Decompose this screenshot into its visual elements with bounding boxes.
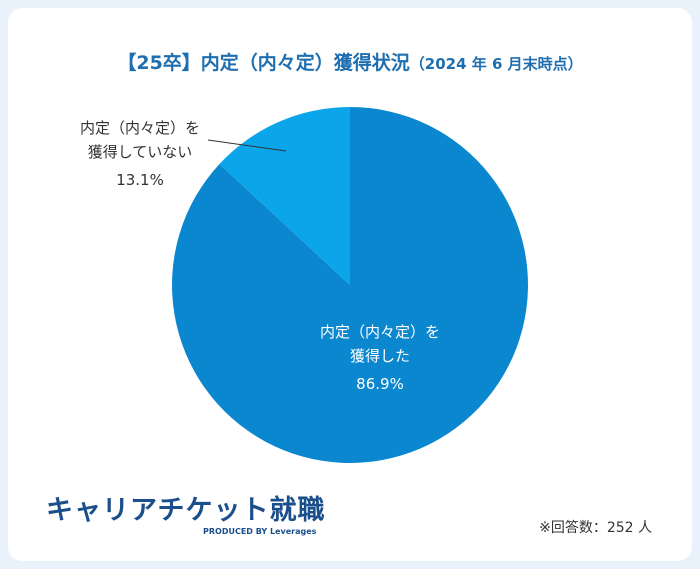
- category-label: 内定（内々定）を獲得していない: [79, 119, 200, 161]
- title: 【25卒】内定（内々定）獲得状況: [117, 52, 410, 74]
- value-label: 86.9%: [356, 375, 404, 393]
- value-label: 13.1%: [116, 171, 164, 189]
- slice-label: 内定（内々定）を獲得した 86.9%: [316, 320, 444, 396]
- note: ※回答数：252 人: [539, 520, 652, 536]
- slice-label: 内定（内々定）を獲得していない 13.1%: [76, 116, 204, 192]
- logo: キャリアチケット就職: [46, 495, 326, 526]
- pie-slice: [219, 107, 350, 285]
- logo-sub: PRODUCED BY Leverages: [203, 527, 317, 536]
- leader-line: [207, 139, 287, 152]
- category-label: 内定（内々定）を獲得した: [319, 323, 440, 365]
- chart-title: 【25卒】内定（内々定）獲得状況（2024 年 6 月末時点）: [0, 48, 700, 75]
- subtitle: （2024 年 6 月末時点）: [409, 55, 583, 73]
